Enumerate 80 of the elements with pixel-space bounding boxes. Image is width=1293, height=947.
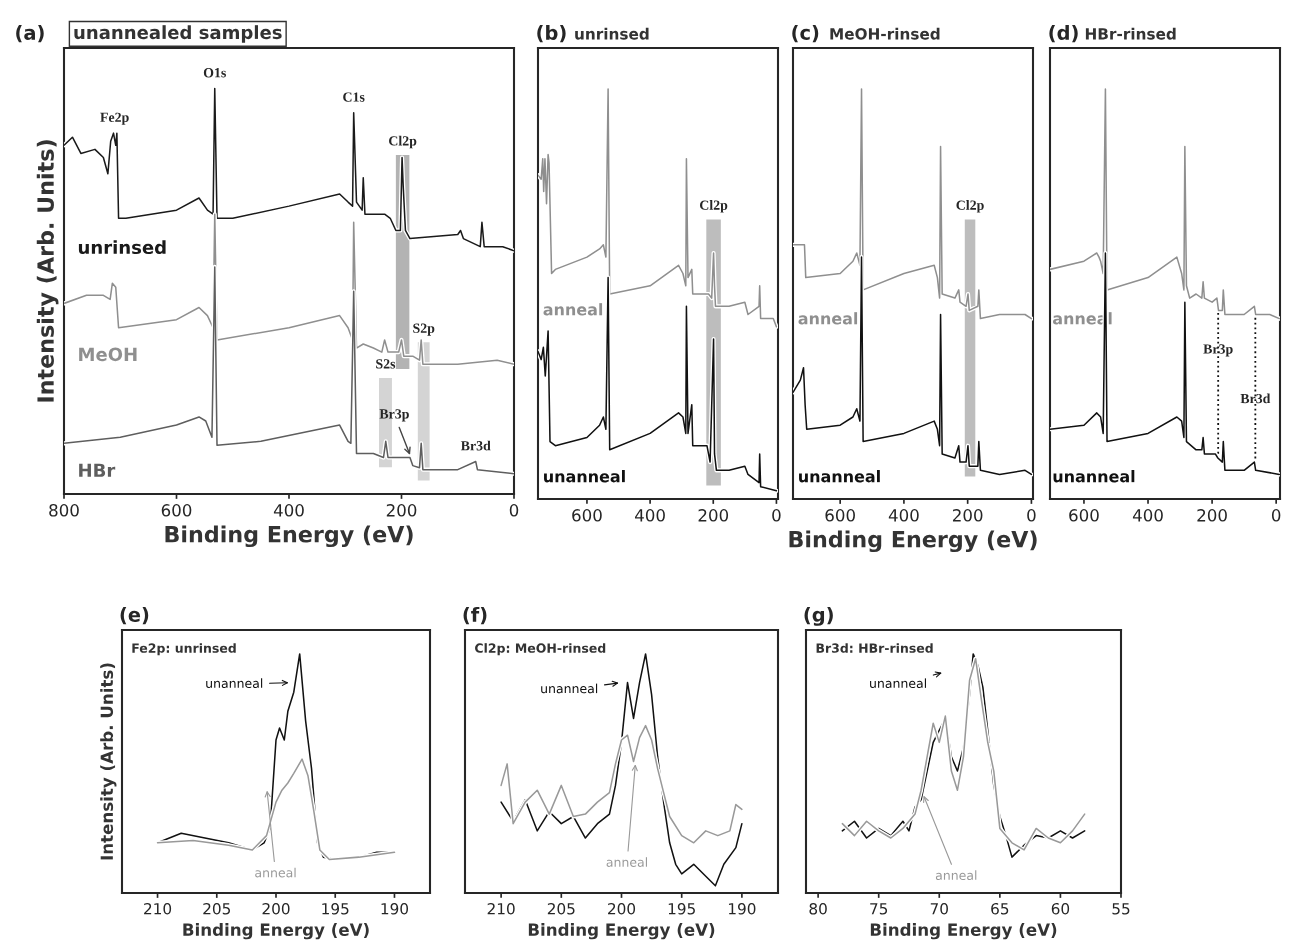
x-tick-label: 600: [825, 509, 855, 522]
y-axis-title: Intensity (Arb. Units): [36, 140, 59, 402]
annotation: O1s: [203, 68, 226, 78]
annotation: Fe2p: unrinsed: [132, 643, 236, 656]
text: anneal: [935, 870, 977, 881]
series-label: anneal: [798, 312, 858, 325]
x-tick-label: 600: [161, 504, 192, 517]
ref-line-label: Br3d: [1240, 393, 1271, 404]
text: anneal: [606, 857, 648, 867]
annotation: Fe2p: [100, 112, 129, 125]
x-tick-label: 400: [635, 509, 665, 522]
x-tick-label: 195: [668, 902, 695, 915]
ref-line-label: Br3p: [1203, 344, 1233, 357]
legend-label: unanneal: [870, 678, 926, 689]
text: unanneal: [1053, 470, 1135, 483]
x-tick-label: 210: [144, 902, 172, 915]
chart-title: (b): [537, 24, 566, 43]
x-tick-label: 205: [547, 902, 575, 915]
x-tick-label: 195: [322, 902, 349, 915]
legend-label: unanneal: [541, 683, 598, 694]
x-tick-label: 70: [930, 902, 948, 915]
x-tick-label: 190: [728, 902, 756, 915]
x-tick-label: 400: [888, 509, 919, 522]
chart-title: (e): [120, 606, 149, 625]
chart-title: (a): [16, 24, 44, 43]
band-label: S2p: [413, 323, 435, 336]
band-label: Cl2p: [699, 200, 728, 213]
x-tick-label: 0: [1271, 509, 1281, 522]
annotation: Br3p: [379, 409, 409, 422]
text: Br3d: HBr-rinsed: [816, 643, 933, 653]
annotation: C1s: [343, 92, 365, 102]
x-tick-label: 65: [991, 902, 1009, 915]
x-tick-label: 600: [1069, 509, 1099, 522]
x-axis-title: Binding Energy (eV): [528, 923, 715, 940]
chart-subtitle: MeOH-rinsed: [830, 27, 940, 40]
x-tick-label: 0: [1027, 509, 1036, 522]
x-tick-label: 75: [870, 903, 888, 915]
x-tick-label: 55: [1112, 903, 1130, 915]
band-label: S2s: [376, 359, 396, 369]
series-label: HBr: [79, 463, 116, 477]
x-tick-label: 400: [273, 504, 304, 517]
chart-title: (c): [792, 24, 819, 43]
x-tick-label: 80: [809, 902, 827, 915]
band-label: Cl2p: [956, 200, 984, 213]
x-axis-title: Binding Energy (eV): [183, 923, 369, 940]
series-label: unrinsed: [78, 240, 166, 255]
chart-subtitle: unrinsed: [575, 27, 649, 40]
series-label: unanneal: [799, 470, 880, 483]
x-tick-label: 200: [952, 509, 983, 522]
x-axis-title: Binding Energy (eV): [870, 923, 1057, 940]
series-label: unanneal: [544, 470, 625, 483]
chart-title: (d): [1049, 24, 1078, 43]
x-tick-label: 200: [386, 504, 417, 517]
series-label: anneal: [255, 867, 296, 878]
x-axis-title: Binding Energy (eV): [165, 525, 413, 548]
x-tick-label: 0: [772, 509, 781, 522]
chart-subtitle: HBr-rinsed: [1085, 27, 1176, 40]
y-axis-title: Intensity (Arb. Units): [100, 663, 117, 860]
x-axis-title: Binding Energy (eV): [789, 530, 1037, 553]
x-tick-label: 400: [1132, 509, 1163, 522]
x-tick-label: 190: [381, 902, 409, 915]
chart-title: (g): [804, 606, 833, 626]
x-tick-label: 200: [698, 509, 729, 522]
x-tick-label: 60: [1051, 902, 1070, 915]
x-tick-label: 210: [487, 902, 515, 915]
x-tick-label: 800: [49, 504, 79, 517]
series-label: MeOH: [79, 347, 137, 362]
chart-subtitle: unannealed samples: [74, 25, 282, 43]
annotation: Br3d: [460, 440, 491, 451]
x-tick-label: 600: [572, 509, 602, 522]
legend-label: unanneal: [206, 678, 263, 689]
x-tick-label: 200: [608, 902, 636, 915]
series-label: anneal: [543, 303, 603, 316]
chart-title: (f): [463, 606, 487, 625]
x-tick-label: 200: [1197, 509, 1227, 522]
band-label: Cl2p: [389, 135, 417, 149]
annotation: Cl2p: MeOH-rinsed: [475, 643, 606, 656]
x-tick-label: 0: [509, 504, 519, 517]
x-tick-label: 205: [203, 902, 231, 915]
x-tick-label: 200: [262, 902, 290, 915]
